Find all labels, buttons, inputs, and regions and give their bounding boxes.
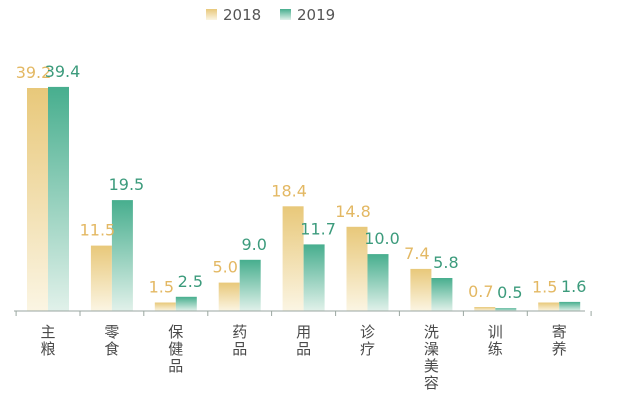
data-label-2018-3: 5.0 <box>212 258 237 277</box>
data-label-2018-7: 0.7 <box>468 282 493 301</box>
bar-2018-2 <box>154 302 176 311</box>
bar-2018-8 <box>538 302 560 311</box>
bar-2019-7 <box>495 308 517 311</box>
legend-label-2018: 2018 <box>223 6 261 24</box>
data-label-2019-3: 9.0 <box>241 235 266 254</box>
bar-2018-7 <box>474 307 496 311</box>
legend-label-2019: 2019 <box>297 6 335 24</box>
data-label-2019-2: 2.5 <box>178 272 203 291</box>
data-label-2019-4: 11.7 <box>300 219 336 238</box>
bar-2018-0 <box>27 88 48 311</box>
data-label-2018-4: 18.4 <box>271 181 307 200</box>
bar-2018-5 <box>346 226 368 311</box>
bar-2018-3 <box>218 282 240 311</box>
legend-swatch-2018 <box>206 9 217 20</box>
data-label-2018-5: 14.8 <box>335 202 371 221</box>
bar-2018-4 <box>282 206 304 311</box>
bar-2019-6 <box>431 278 453 311</box>
x-axis: 主粮 零食 保健品 药品 用品 诊疗 洗澡美容 训练 寄养 <box>14 310 592 392</box>
data-label-2019-0: 39.4 <box>45 62 81 81</box>
legend-swatch-2019 <box>280 9 291 20</box>
x-tick-label-2: 保健品 <box>168 323 183 375</box>
data-label-2018-6: 7.4 <box>404 244 429 263</box>
bar-2019-4 <box>303 244 325 311</box>
bars-group <box>27 86 581 312</box>
data-label-2019-1: 19.5 <box>109 175 145 194</box>
data-label-2018-8: 1.5 <box>532 278 557 297</box>
x-tick-label-5: 诊疗 <box>360 323 375 358</box>
bar-2019-3 <box>239 259 261 311</box>
data-label-2018-0: 39.2 <box>16 63 52 82</box>
data-label-2019-6: 5.8 <box>433 253 458 272</box>
data-label-2019-7: 0.5 <box>497 283 522 302</box>
x-tick-label-4: 用品 <box>296 323 311 358</box>
x-tick-label-8: 寄养 <box>552 323 567 358</box>
bar-2019-5 <box>367 254 389 311</box>
bar-2019-8 <box>559 301 581 311</box>
data-label-2018-1: 11.5 <box>80 221 116 240</box>
data-label-2018-2: 1.5 <box>149 278 174 297</box>
x-tick-label-6: 洗澡美容 <box>424 323 439 392</box>
bar-2019-1 <box>111 200 133 311</box>
bar-2019-2 <box>175 296 197 311</box>
legend: 2018 2019 <box>206 6 335 24</box>
x-tick-label-1: 零食 <box>104 323 119 358</box>
data-label-2019-5: 10.0 <box>364 229 400 248</box>
data-label-2019-8: 1.6 <box>561 277 586 296</box>
bar-2019-0 <box>48 86 69 312</box>
data-labels-group: 39.239.411.519.51.5 2.55.09.018.411.714.8… <box>16 62 587 302</box>
bar-2018-1 <box>90 245 112 311</box>
x-tick-label-0: 主粮 <box>40 323 55 358</box>
x-tick-label-7: 训练 <box>488 323 503 358</box>
bar-2018-6 <box>410 268 432 311</box>
x-tick-label-3: 药品 <box>232 323 247 358</box>
